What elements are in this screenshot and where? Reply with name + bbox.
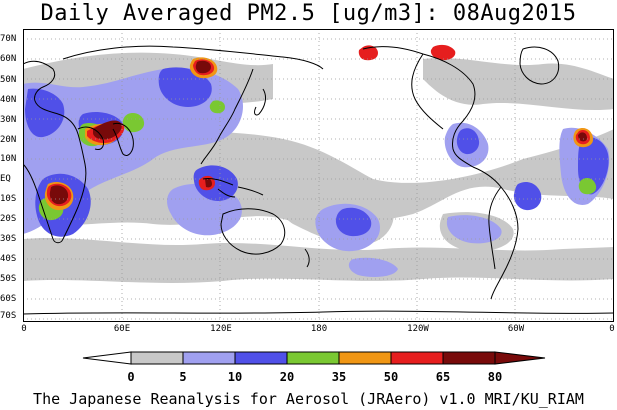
pm25-map [23,29,614,322]
colorbar-label: 0 [127,370,135,384]
colorbar-segment-65-80 [390,351,444,365]
colorbar-label: 35 [331,370,347,384]
lat-label: EQ [0,174,11,184]
lon-label: 120E [210,324,232,334]
colorbar-label: 65 [435,370,451,384]
colorbar-segment-20-35 [234,351,288,365]
lat-label: 40S [0,254,17,264]
lon-label: 0 [609,324,615,334]
lon-label: 180 [310,324,328,334]
colorbar-segment-5-10 [130,351,184,365]
map-title: Daily Averaged PM2.5 [ug/m3]: 08Aug2015 [40,1,577,26]
lat-label: 70N [0,34,17,44]
colorbar-arrow-high [494,351,546,365]
map-border [23,29,614,322]
footer-credit: The Japanese Reanalysis for Aerosol (JRA… [33,390,584,408]
lon-label: 60W [507,324,525,334]
lat-label: 60N [0,54,17,64]
colorbar-label: 5 [179,370,187,384]
colorbar-label: 80 [487,370,503,384]
coastlines [23,45,614,315]
lat-label: 60S [0,294,17,304]
lat-label: 40N [0,95,17,105]
lat-label: 20N [0,135,17,145]
colorbar-label: 10 [227,370,243,384]
lon-label: 0 [21,324,27,334]
colorbar-label: 20 [279,370,295,384]
lat-label: 30N [0,115,17,125]
lat-label: 70S [0,311,17,321]
lat-label: 20S [0,214,17,224]
lon-label: 60E [113,324,131,334]
colorbar-segment-50-65 [338,351,392,365]
pm25-map-canvas [23,29,614,322]
lat-label: 10N [0,154,17,164]
lat-label: 10S [0,194,17,204]
graticule-lines [23,29,614,322]
lat-label: 50S [0,274,17,284]
colorbar-segment-35-50 [286,351,340,365]
colorbar-segment-80-plus [442,351,496,365]
colorbar-segment-10-20 [182,351,236,365]
colorbar-label: 50 [383,370,399,384]
colorbar-segment-0-5 [82,351,132,365]
lat-label: 30S [0,234,17,244]
lon-label: 120W [407,324,429,334]
lat-label: 50N [0,75,17,85]
